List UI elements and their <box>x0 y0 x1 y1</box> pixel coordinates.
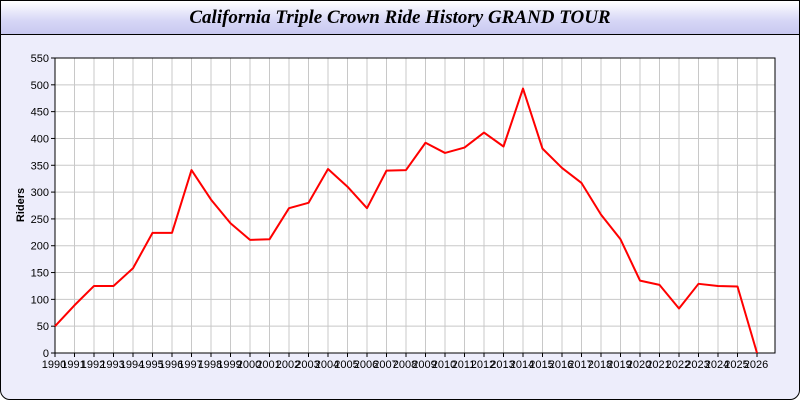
plot-border <box>54 57 776 354</box>
x-tick-label: 2024 <box>705 359 729 371</box>
x-tick-label: 2003 <box>295 359 319 371</box>
x-tick-label: 2015 <box>529 359 553 371</box>
x-tick-label: 2022 <box>666 359 690 371</box>
y-tick-label: 50 <box>37 321 49 333</box>
x-tick-label: 1993 <box>100 359 124 371</box>
x-tick-label: 2020 <box>627 359 651 371</box>
y-tick-label: 150 <box>31 268 49 280</box>
x-tick-label: 1996 <box>159 359 183 371</box>
plot-area <box>55 58 775 353</box>
y-tick-label: 450 <box>31 107 49 119</box>
x-tick-label: 1992 <box>81 359 105 371</box>
x-tick-label: 1990 <box>42 359 66 371</box>
x-tick-label: 1999 <box>217 359 241 371</box>
x-tick-label: 1997 <box>178 359 202 371</box>
x-tick-label: 2026 <box>744 359 768 371</box>
x-tick-label: 2014 <box>510 359 534 371</box>
x-tick-label: 2000 <box>237 359 261 371</box>
x-tick-label: 2025 <box>724 359 748 371</box>
x-tick-label: 1994 <box>120 359 144 371</box>
y-tick-label: 300 <box>31 187 49 199</box>
y-axis-label: Riders <box>15 188 27 222</box>
y-tick-label: 350 <box>31 160 49 172</box>
x-tick-label: 2007 <box>373 359 397 371</box>
chart-title: California Triple Crown Ride History GRA… <box>189 7 611 28</box>
x-tick-label: 2018 <box>588 359 612 371</box>
x-tick-label: 2006 <box>354 359 378 371</box>
x-tick-label: 2016 <box>549 359 573 371</box>
x-tick-label: 2010 <box>432 359 456 371</box>
y-tick-label: 500 <box>31 80 49 92</box>
y-tick-label: 0 <box>43 348 49 360</box>
x-tick-label: 2013 <box>490 359 514 371</box>
x-tick-label: 2021 <box>646 359 670 371</box>
x-tick-label: 2008 <box>393 359 417 371</box>
y-tick-label: 100 <box>31 294 49 306</box>
x-tick-label: 2011 <box>452 359 476 371</box>
x-tick-label: 1995 <box>139 359 163 371</box>
y-tick-label: 400 <box>31 133 49 145</box>
x-tick-label: 2019 <box>607 359 631 371</box>
x-tick-label: 1998 <box>198 359 222 371</box>
x-tick-label: 2023 <box>685 359 709 371</box>
x-tick-label: 2001 <box>256 359 280 371</box>
x-tick-label: 2017 <box>568 359 592 371</box>
y-tick-label: 550 <box>31 53 49 65</box>
x-tick-label: 2009 <box>412 359 436 371</box>
y-tick-label: 200 <box>31 241 49 253</box>
x-tick-label: 2005 <box>334 359 358 371</box>
x-tick-label: 2004 <box>315 359 339 371</box>
x-tick-label: 2012 <box>471 359 495 371</box>
x-tick-label: 1991 <box>61 359 85 371</box>
title-bar: California Triple Crown Ride History GRA… <box>1 1 799 35</box>
x-tick-label: 2002 <box>276 359 300 371</box>
y-tick-label: 250 <box>31 214 49 226</box>
